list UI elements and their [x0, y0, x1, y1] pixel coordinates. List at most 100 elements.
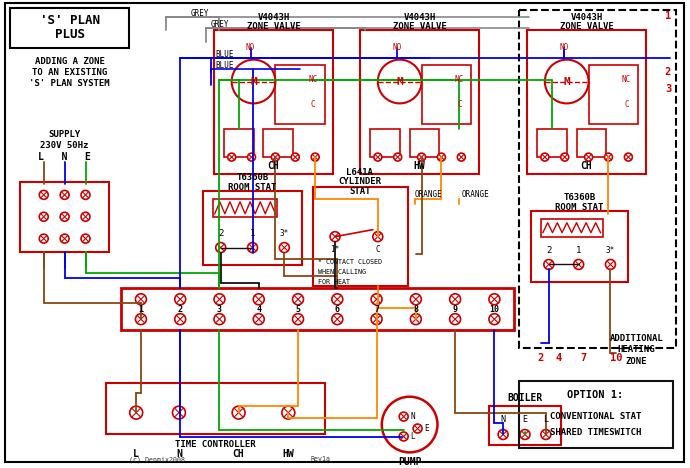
Text: ZONE VALVE: ZONE VALVE [246, 22, 300, 31]
Circle shape [332, 314, 343, 325]
Circle shape [60, 234, 69, 243]
Bar [537, 129, 566, 157]
Text: FOR HEAT: FOR HEAT [318, 279, 350, 285]
Text: BLUE: BLUE [216, 61, 234, 70]
Circle shape [411, 314, 422, 325]
Bar [541, 219, 602, 237]
Text: 1: 1 [139, 305, 144, 314]
Text: ORANGE: ORANGE [462, 190, 489, 199]
Circle shape [135, 294, 146, 305]
Circle shape [172, 406, 186, 419]
Text: C: C [311, 100, 315, 109]
Circle shape [394, 153, 402, 161]
Text: STAT: STAT [349, 187, 371, 197]
Text: L: L [411, 432, 415, 441]
Text: 3: 3 [665, 85, 671, 95]
Circle shape [561, 153, 569, 161]
Circle shape [544, 259, 554, 270]
Circle shape [175, 294, 186, 305]
Text: C: C [624, 100, 629, 109]
Text: C: C [375, 245, 380, 254]
Text: OPTION 1:: OPTION 1: [567, 390, 624, 400]
Text: 1: 1 [665, 11, 671, 21]
Text: M: M [396, 77, 403, 87]
Circle shape [232, 59, 275, 103]
Bar [121, 288, 514, 330]
Circle shape [378, 59, 422, 103]
Circle shape [232, 406, 245, 419]
Text: N: N [176, 449, 182, 460]
Circle shape [291, 153, 299, 161]
Bar [264, 129, 293, 157]
Text: 8: 8 [413, 305, 418, 314]
Text: ROOM STAT: ROOM STAT [555, 203, 604, 212]
Bar [20, 182, 109, 251]
Text: WHEN CALLING: WHEN CALLING [318, 270, 366, 276]
Circle shape [279, 242, 289, 253]
Circle shape [135, 314, 146, 325]
Text: BOILER: BOILER [507, 393, 542, 402]
Circle shape [457, 153, 465, 161]
Text: 5: 5 [295, 305, 301, 314]
Circle shape [248, 242, 257, 253]
Circle shape [81, 190, 90, 199]
Circle shape [371, 294, 382, 305]
Circle shape [293, 294, 304, 305]
Bar [214, 30, 333, 174]
Circle shape [374, 153, 382, 161]
Circle shape [624, 153, 632, 161]
Circle shape [604, 153, 613, 161]
Text: 1*: 1* [331, 245, 339, 254]
Text: CH: CH [268, 161, 279, 171]
Circle shape [253, 314, 264, 325]
Text: PUMP: PUMP [398, 457, 422, 468]
Text: N: N [411, 412, 415, 421]
Bar [106, 383, 325, 434]
Circle shape [400, 432, 408, 441]
Text: NC: NC [455, 75, 464, 84]
Text: SHARED TIMESWITCH: SHARED TIMESWITCH [550, 428, 641, 437]
Bar [370, 129, 400, 157]
Text: L641A: L641A [346, 168, 373, 177]
Text: V4043H: V4043H [257, 14, 290, 22]
Bar [313, 187, 408, 286]
Circle shape [417, 153, 426, 161]
Text: 'S' PLAN: 'S' PLAN [39, 15, 99, 28]
Text: HW: HW [282, 449, 294, 460]
Circle shape [371, 314, 382, 325]
Circle shape [489, 314, 500, 325]
Text: V4043H: V4043H [404, 14, 435, 22]
Bar [519, 381, 673, 448]
Text: 6: 6 [335, 305, 339, 314]
Text: 4: 4 [256, 305, 262, 314]
Circle shape [520, 430, 530, 439]
Circle shape [282, 406, 295, 419]
Text: GREY: GREY [210, 20, 229, 29]
Circle shape [248, 153, 255, 161]
Circle shape [573, 259, 584, 270]
Circle shape [39, 234, 48, 243]
Text: 3*: 3* [279, 229, 289, 238]
Text: (c) Denmix2008: (c) Denmix2008 [129, 456, 185, 462]
Text: ADDING A ZONE: ADDING A ZONE [34, 57, 104, 66]
Circle shape [39, 212, 48, 221]
Circle shape [584, 153, 593, 161]
Circle shape [545, 59, 589, 103]
Text: E: E [424, 424, 429, 433]
Bar [275, 65, 325, 124]
Text: CH: CH [233, 449, 244, 460]
Bar [422, 65, 471, 124]
Circle shape [498, 430, 508, 439]
Text: 2: 2 [665, 66, 671, 77]
Text: NO: NO [559, 43, 569, 52]
Circle shape [332, 294, 343, 305]
Circle shape [175, 314, 186, 325]
Text: V4043H: V4043H [571, 14, 603, 22]
Text: L: L [543, 415, 549, 424]
Text: ZONE VALVE: ZONE VALVE [560, 22, 613, 31]
Circle shape [450, 294, 461, 305]
Text: 7: 7 [374, 305, 379, 314]
Bar [489, 406, 561, 446]
Circle shape [400, 412, 408, 421]
Text: NC: NC [308, 75, 318, 84]
